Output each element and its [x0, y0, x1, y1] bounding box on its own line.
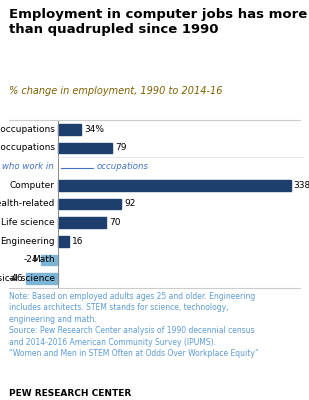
Text: % change in employment, 1990 to 2014-16: % change in employment, 1990 to 2014-16: [9, 86, 223, 96]
Text: 34%: 34%: [84, 125, 104, 134]
Text: 16: 16: [72, 237, 83, 246]
Bar: [57, 199, 121, 209]
Bar: [57, 218, 106, 228]
Bar: [57, 143, 112, 153]
Text: -24: -24: [23, 256, 38, 264]
Bar: [57, 236, 69, 246]
Bar: [57, 124, 81, 134]
Text: Employment in computer jobs has more
than quadrupled since 1990: Employment in computer jobs has more tha…: [9, 8, 307, 36]
Text: 70: 70: [109, 218, 120, 227]
Text: Engineering: Engineering: [0, 237, 55, 246]
Bar: [26, 274, 57, 284]
Bar: [41, 255, 57, 265]
Text: Among those who work in: Among those who work in: [0, 162, 55, 171]
Text: PEW RESEARCH CENTER: PEW RESEARCH CENTER: [9, 389, 132, 398]
Text: occupations: occupations: [96, 162, 148, 171]
Bar: [57, 180, 291, 190]
Text: STEM occupations: STEM occupations: [0, 144, 55, 152]
Text: Physical science: Physical science: [0, 274, 55, 283]
Text: Math: Math: [32, 256, 55, 264]
Text: All occupations: All occupations: [0, 125, 55, 134]
Text: -46: -46: [8, 274, 23, 283]
Text: Note: Based on employed adults ages 25 and older. Engineering
includes architect: Note: Based on employed adults ages 25 a…: [9, 292, 259, 358]
Text: 79: 79: [115, 144, 126, 152]
Text: Computer: Computer: [10, 181, 55, 190]
Text: 338: 338: [294, 181, 309, 190]
Text: Life science: Life science: [1, 218, 55, 227]
Text: Health-related: Health-related: [0, 200, 55, 208]
Text: 92: 92: [124, 200, 135, 208]
